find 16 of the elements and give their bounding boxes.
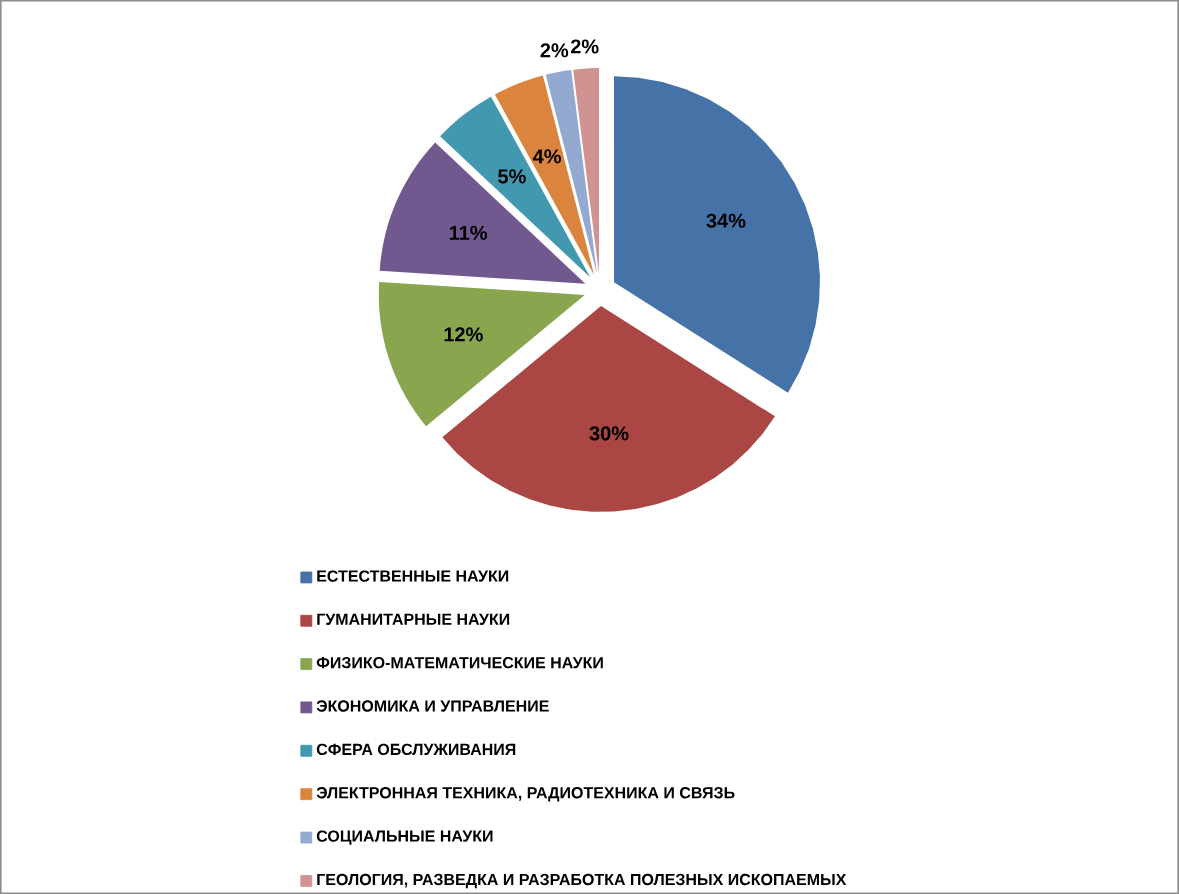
- data-label: 2%: [540, 43, 569, 58]
- data-label: 34%: [706, 213, 746, 228]
- legend-label: ГЕОЛОГИЯ, РАЗВЕДКА И РАЗРАБОТКА ПОЛЕЗНЫХ ИСКОПАЕМЫХ: [317, 873, 847, 889]
- legend-label: ЭКОНОМИКА И УПРАВЛЕНИЕ: [316, 700, 549, 712]
- data-label: 30%: [589, 426, 629, 441]
- legend-label: ЭЛЕКТРОННАЯ ТЕХНИКА, РАДИОТЕХНИКА И СВЯЗЬ: [316, 787, 735, 802]
- legend-label: ЕСТЕСТВЕННЫЕ НАУКИ: [317, 570, 509, 582]
- legend-label: СФЕРА ОБСЛУЖИВАНИЯ: [316, 743, 516, 756]
- data-label: 5%: [498, 169, 526, 184]
- legend-label: ФИЗИКО-МАТЕМАТИЧЕСКИЕ НАУКИ: [316, 656, 603, 669]
- data-label: 12%: [444, 327, 483, 342]
- legend-label: ГУМАНИТАРНЫЕ НАУКИ: [317, 613, 510, 625]
- data-label: 11%: [449, 225, 488, 240]
- legend-label: СОЦИАЛЬНЫЕ НАУКИ: [316, 830, 493, 845]
- data-label: 4%: [532, 149, 562, 164]
- data-label: 2%: [570, 39, 599, 54]
